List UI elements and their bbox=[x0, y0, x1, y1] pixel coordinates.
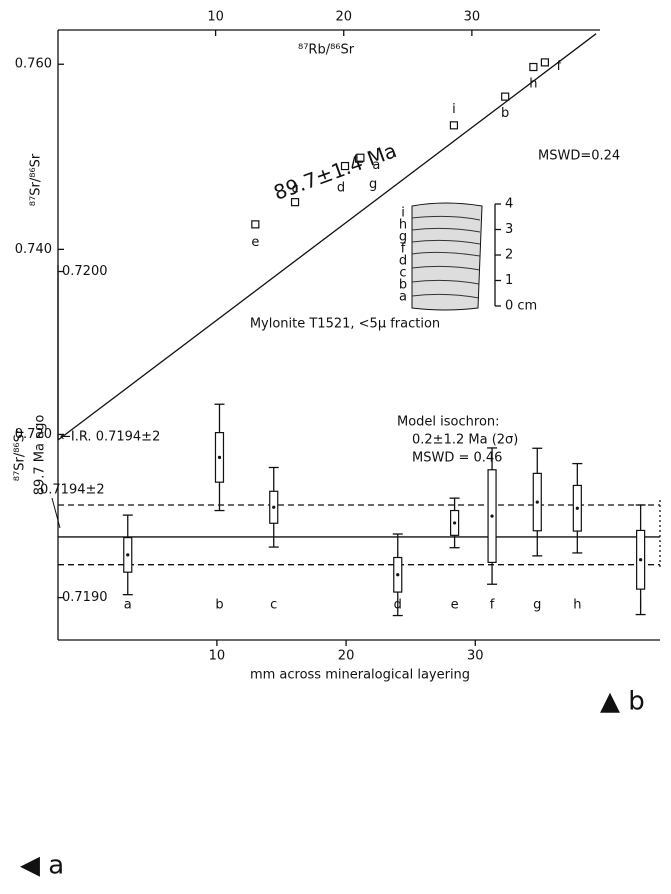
category-label: g bbox=[533, 598, 541, 613]
model-annotation: 0.2±1.2 Ma (2σ) bbox=[412, 433, 518, 448]
category-label: d bbox=[394, 598, 402, 613]
data-point bbox=[217, 455, 222, 459]
isochron-line bbox=[57, 33, 597, 441]
data-point bbox=[449, 121, 459, 130]
y-tick-label: 0.7190 bbox=[62, 590, 108, 605]
category-label: h bbox=[573, 598, 581, 613]
point-label: f bbox=[557, 59, 562, 74]
ir-annotation: ←I.R. 0.7194±2 bbox=[60, 430, 160, 445]
data-point bbox=[126, 553, 130, 557]
y-tick-label: 0.740 bbox=[15, 242, 52, 257]
category-label: b bbox=[215, 598, 223, 613]
inset-scale-label: 4 bbox=[505, 197, 513, 212]
inset-scale-label: 0 cm bbox=[505, 299, 537, 314]
inset-layer-label: c bbox=[399, 266, 406, 281]
data-point bbox=[356, 153, 365, 162]
inset-layer-label: d bbox=[399, 254, 407, 269]
point-label: g bbox=[369, 177, 377, 192]
inset-layer-label: i bbox=[401, 206, 405, 221]
data-point bbox=[272, 505, 276, 509]
data-point bbox=[501, 92, 510, 101]
point-label: c bbox=[291, 182, 298, 197]
x-tick-label: 10 bbox=[207, 10, 224, 25]
data-point bbox=[340, 161, 350, 171]
inset-layer-label: h bbox=[399, 218, 407, 233]
point-label: d bbox=[337, 181, 345, 196]
ref-arrow bbox=[51, 497, 61, 529]
category-label: a bbox=[124, 598, 132, 613]
category-label: f bbox=[490, 598, 495, 613]
chart-title: Mylonite T1521, <5μ fraction bbox=[250, 317, 440, 332]
data-point bbox=[529, 62, 538, 72]
x-axis-label: ⁸⁷Rb/⁸⁶Sr bbox=[298, 43, 355, 58]
inset-layer-label: f bbox=[401, 242, 406, 257]
data-point bbox=[490, 514, 494, 518]
category-label: i bbox=[639, 598, 643, 613]
point-label: a bbox=[372, 158, 380, 173]
point-label: i bbox=[452, 102, 456, 117]
data-point bbox=[452, 521, 457, 525]
y-axis-label-2: 89.7 Ma ago bbox=[33, 415, 48, 496]
inset-layer-label: b bbox=[399, 278, 407, 293]
inset-layers bbox=[411, 215, 481, 299]
x-tick-label: 20 bbox=[335, 10, 352, 25]
inset-scale-label: 3 bbox=[505, 222, 513, 237]
point-label: b bbox=[501, 106, 509, 121]
y-tick-label: 0.720 bbox=[15, 427, 52, 442]
data-point bbox=[290, 198, 300, 207]
data-point bbox=[535, 500, 539, 504]
model-annotation: MSWD = 0.46 bbox=[412, 451, 502, 466]
y-tick-label: 0.760 bbox=[15, 57, 52, 72]
category-label: e bbox=[451, 598, 459, 613]
inset-layer-label: g bbox=[399, 230, 407, 245]
x-tick-label: 30 bbox=[464, 10, 481, 25]
data-point bbox=[251, 220, 260, 229]
category-label: c bbox=[270, 598, 277, 613]
data-point bbox=[575, 506, 579, 510]
mswd-annotation: MSWD=0.24 bbox=[538, 149, 620, 164]
data-point bbox=[540, 58, 550, 67]
x-axis-label: mm across mineralogical layering bbox=[250, 668, 470, 683]
panel-label: ▲ b bbox=[600, 687, 645, 717]
inset-layer-label: a bbox=[399, 290, 407, 305]
y-axis-label: ⁸⁷Sr/⁸⁶Sr bbox=[13, 428, 28, 481]
data-point bbox=[396, 573, 400, 577]
x-tick-label: 10 bbox=[209, 649, 226, 664]
inset-scale-label: 2 bbox=[505, 248, 513, 263]
inset-column bbox=[411, 202, 483, 311]
y-tick-label: 0.7200 bbox=[62, 264, 108, 279]
panel-label: ◀ a bbox=[20, 851, 64, 881]
point-label: h bbox=[529, 77, 537, 92]
ref-annotation: 0.7194±2 bbox=[40, 483, 105, 498]
x-tick-label: 30 bbox=[467, 649, 484, 664]
model-annotation: Model isochron: bbox=[397, 415, 500, 430]
point-label: e bbox=[251, 235, 259, 250]
inset-scale-label: 1 bbox=[505, 273, 513, 288]
y-axis-label: ⁸⁷Sr/⁸⁶Sr bbox=[29, 153, 44, 206]
inset bbox=[411, 202, 496, 311]
data-point bbox=[639, 558, 643, 562]
x-tick-label: 20 bbox=[338, 649, 355, 664]
